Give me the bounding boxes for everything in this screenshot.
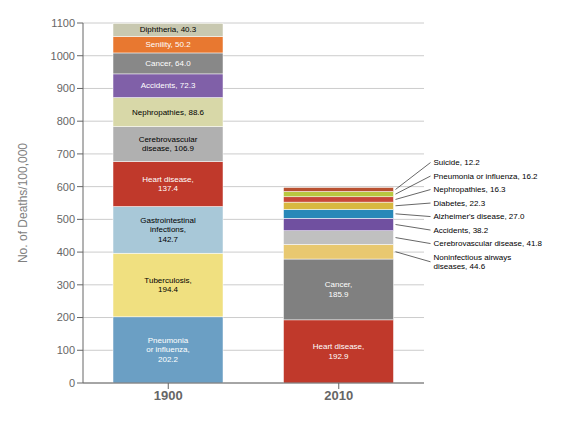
svg-text:Cerebrovasculardisease, 106.9: Cerebrovasculardisease, 106.9 [139, 135, 198, 154]
svg-text:Heart disease,137.4: Heart disease,137.4 [142, 175, 194, 194]
svg-text:1900: 1900 [154, 388, 183, 403]
svg-text:Accidents, 72.3: Accidents, 72.3 [141, 81, 196, 90]
svg-text:Cerebrovascular disease, 41.8: Cerebrovascular disease, 41.8 [434, 239, 543, 248]
svg-text:Pneumoniaor influenza,202.2: Pneumoniaor influenza,202.2 [146, 336, 190, 364]
svg-text:Nephropathies, 16.3: Nephropathies, 16.3 [434, 185, 507, 194]
svg-text:Tuberculosis,194.4: Tuberculosis,194.4 [144, 276, 191, 295]
svg-text:Senility, 50.2: Senility, 50.2 [145, 40, 191, 49]
svg-text:400: 400 [57, 246, 75, 258]
svg-text:Gastrointestinalinfections,142: Gastrointestinalinfections,142.7 [140, 216, 196, 244]
svg-text:1100: 1100 [51, 17, 75, 29]
svg-text:Accidents, 38.2: Accidents, 38.2 [434, 226, 489, 235]
svg-text:No. of Deaths/100,000: No. of Deaths/100,000 [16, 143, 30, 263]
svg-text:Suicide, 12.2: Suicide, 12.2 [434, 158, 481, 167]
svg-text:900: 900 [57, 82, 75, 94]
svg-text:2010: 2010 [324, 388, 353, 403]
svg-text:500: 500 [57, 213, 75, 225]
svg-text:700: 700 [57, 148, 75, 160]
svg-text:Alzheimer's disease, 27.0: Alzheimer's disease, 27.0 [434, 212, 525, 221]
svg-text:1000: 1000 [51, 50, 75, 62]
svg-text:200: 200 [57, 311, 75, 323]
svg-text:600: 600 [57, 181, 75, 193]
svg-text:Nephropathies, 88.6: Nephropathies, 88.6 [132, 108, 205, 117]
svg-text:Pneumonia or influenza, 16.2: Pneumonia or influenza, 16.2 [434, 172, 539, 181]
svg-text:Diphtheria, 40.3: Diphtheria, 40.3 [140, 25, 197, 34]
svg-text:0: 0 [69, 377, 75, 389]
svg-text:100: 100 [57, 344, 75, 356]
svg-text:300: 300 [57, 279, 75, 291]
svg-text:Noninfectious airwaysdiseases,: Noninfectious airwaysdiseases, 44.6 [434, 253, 512, 272]
svg-text:Heart disease,192.9: Heart disease,192.9 [313, 342, 365, 361]
svg-text:Cancer, 64.0: Cancer, 64.0 [145, 59, 191, 68]
svg-text:Cancer,185.9: Cancer,185.9 [325, 280, 353, 299]
svg-text:800: 800 [57, 115, 75, 127]
svg-text:Diabetes, 22.3: Diabetes, 22.3 [434, 199, 486, 208]
